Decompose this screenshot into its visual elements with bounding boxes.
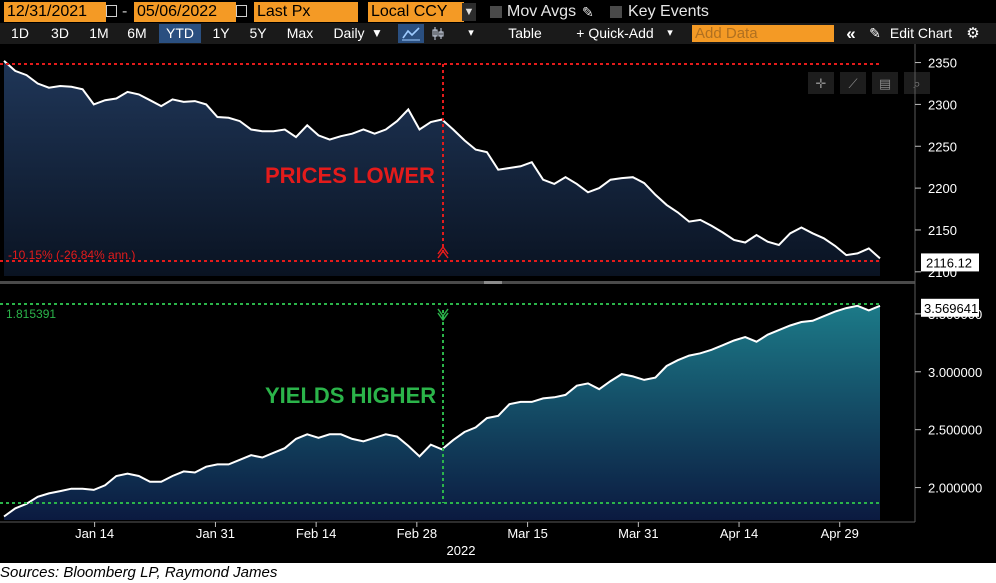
yield-change-marker-icon bbox=[437, 308, 449, 322]
end-date-field[interactable]: 05/06/2022 bbox=[134, 2, 236, 22]
x-tick-label: Jan 14 bbox=[75, 526, 114, 541]
add-data-input[interactable] bbox=[692, 25, 834, 42]
price-field-select[interactable]: Last Px bbox=[254, 2, 358, 22]
y-tick-label: 2.500000 bbox=[928, 423, 982, 438]
yield-area-fill bbox=[4, 305, 880, 520]
price-change-marker-icon bbox=[437, 245, 449, 259]
x-tick-label: Mar 15 bbox=[507, 526, 547, 541]
period-button[interactable]: Max bbox=[286, 25, 314, 41]
period-button[interactable]: 1D bbox=[11, 25, 29, 41]
key-events-checkbox[interactable] bbox=[610, 6, 622, 18]
draw-line-button bbox=[840, 72, 866, 94]
x-tick-label: Apr 14 bbox=[720, 526, 758, 541]
x-tick-label: Feb 14 bbox=[296, 526, 336, 541]
x-axis-year-label: 2022 bbox=[447, 543, 476, 558]
crosshair-button bbox=[808, 72, 834, 94]
frequency-caret-icon[interactable]: ▼ bbox=[371, 26, 383, 40]
draw-line-icon: ⟋ bbox=[848, 77, 858, 92]
table-button[interactable]: Table bbox=[508, 25, 542, 41]
edit-chart-pencil-icon[interactable]: ✎ bbox=[869, 25, 881, 41]
price-last-value-label: 2116.12 bbox=[926, 255, 972, 270]
period-button[interactable]: 6M bbox=[127, 25, 147, 41]
yield-panel: YIELDS HIGHER 1.815391 bbox=[0, 303, 881, 520]
crosshair-icon: ✛ bbox=[816, 77, 827, 92]
key-events-label[interactable]: Key Events bbox=[628, 3, 709, 20]
mov-avgs-checkbox[interactable] bbox=[490, 6, 502, 18]
currency-caret-icon[interactable]: ▼ bbox=[462, 3, 476, 21]
quick-add-caret-icon[interactable]: ▾ bbox=[667, 27, 673, 39]
period-button[interactable]: 1Y bbox=[212, 25, 230, 41]
chart-type-caret-icon[interactable]: ▾ bbox=[468, 27, 474, 39]
mov-avgs-pencil-icon[interactable]: ✎ bbox=[582, 4, 594, 20]
period-button[interactable]: 5Y bbox=[249, 25, 267, 41]
collapse-icon[interactable]: « bbox=[846, 24, 856, 43]
price-change-label: -10.15% (-26.84% ann.) bbox=[8, 248, 135, 262]
notes-icon: ▤ bbox=[879, 77, 891, 92]
toolbar-bottom: 1D 3D 1M 6M YTD 1Y 5Y Max Daily ▼ ▾ Tabl… bbox=[0, 23, 996, 44]
x-tick-label: Mar 31 bbox=[618, 526, 658, 541]
price-panel: PRICES LOWER -10.15% (-26.84% ann.) bbox=[0, 60, 881, 277]
period-button[interactable]: 3D bbox=[51, 25, 69, 41]
x-tick-label: Apr 29 bbox=[821, 526, 859, 541]
frequency-select[interactable]: Daily bbox=[333, 25, 365, 41]
y-tick-label: 2350 bbox=[928, 56, 957, 71]
bloomberg-chart-window: 12/31/2021 - 05/06/2022 Last Px Local CC… bbox=[0, 0, 996, 563]
price-last-value-badge bbox=[921, 253, 979, 272]
notes-button bbox=[872, 72, 898, 94]
zoom-icon: ⌕ bbox=[913, 77, 920, 92]
x-tick-label: Jan 31 bbox=[196, 526, 235, 541]
prices-lower-annotation: PRICES LOWER bbox=[265, 163, 435, 188]
quick-add-button[interactable]: + Quick-Add bbox=[576, 25, 654, 41]
edit-chart-button[interactable]: Edit Chart bbox=[889, 25, 953, 41]
panel-divider bbox=[0, 281, 915, 284]
yield-last-value-badge bbox=[921, 298, 979, 317]
candlestick-icon[interactable] bbox=[428, 24, 448, 43]
period-button[interactable]: 1M bbox=[89, 25, 109, 41]
y-tick-label: 2150 bbox=[928, 223, 957, 238]
currency-select[interactable]: Local CCY bbox=[368, 2, 464, 22]
start-date-field[interactable]: 12/31/2021 bbox=[4, 2, 106, 22]
x-tick-label: Feb 28 bbox=[397, 526, 437, 541]
y-tick-label: 2.000000 bbox=[928, 481, 982, 496]
yield-first-value-label: 1.815391 bbox=[6, 307, 56, 321]
yields-higher-annotation: YIELDS HIGHER bbox=[265, 383, 436, 408]
end-calendar-icon[interactable] bbox=[236, 5, 247, 17]
price-yield-chart: PRICES LOWER -10.15% (-26.84% ann.) YIELD… bbox=[0, 44, 982, 558]
y-tick-label: 3.000000 bbox=[928, 365, 982, 380]
line-chart-icon[interactable] bbox=[398, 24, 424, 43]
yield-last-value-label: 3.569641 bbox=[924, 301, 978, 316]
divider-handle bbox=[484, 281, 502, 284]
settings-gear-icon[interactable]: ⚙ bbox=[966, 25, 980, 42]
source-note: Sources: Bloomberg LP, Raymond James bbox=[0, 564, 278, 581]
zoom-button bbox=[904, 72, 930, 94]
mov-avgs-label[interactable]: Mov Avgs bbox=[507, 3, 577, 20]
date-separator: - bbox=[122, 3, 128, 20]
start-calendar-icon[interactable] bbox=[106, 5, 117, 17]
period-button-selected[interactable]: YTD bbox=[159, 24, 201, 43]
axes: ✛⟋▤⌕2350230022502200215021002116.123.500… bbox=[0, 44, 982, 558]
y-tick-label: 2200 bbox=[928, 181, 957, 196]
y-tick-label: 2250 bbox=[928, 139, 957, 154]
y-tick-label: 2300 bbox=[928, 97, 957, 112]
